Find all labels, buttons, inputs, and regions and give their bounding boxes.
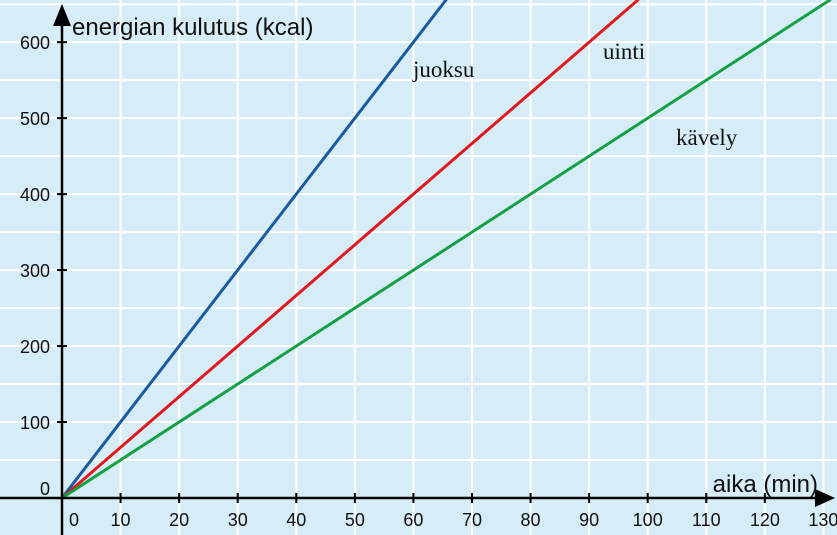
y-tick-label: 500	[20, 109, 50, 129]
x-tick-label: 10	[111, 510, 131, 530]
series-label-juoksu: juoksu	[412, 57, 475, 82]
x-tick-label: 110	[692, 510, 721, 530]
x-tick-label: 20	[169, 510, 189, 530]
series-line-2	[60, 0, 832, 500]
x-tick-label: 90	[579, 510, 599, 530]
y-tick-label: 300	[20, 261, 50, 281]
series-lines	[60, 0, 832, 500]
y-tick-label: 400	[20, 185, 50, 205]
y-tick-label: 600	[20, 33, 50, 53]
x-axis-arrow	[815, 489, 835, 507]
x-tick-label: 130	[808, 510, 837, 530]
y-tick-label: 100	[20, 413, 50, 433]
x-tick-label: 70	[462, 510, 482, 530]
y-tick-label: 0	[40, 479, 50, 499]
x-tick-label: 80	[521, 510, 541, 530]
x-tick-label: 40	[286, 510, 306, 530]
x-tick-label: 60	[403, 510, 423, 530]
x-tick-label: 50	[345, 510, 365, 530]
series-line-1	[60, 0, 640, 500]
x-tick-label: 0	[69, 510, 79, 530]
x-axis-title: aika (min)	[713, 471, 818, 498]
x-tick-label: 30	[228, 510, 248, 530]
tick-labels: 0 10 20 30 40 50 60 70 80 90 100 110 120 130 0 100 200 30…	[20, 33, 837, 530]
series-label-uinti: uinti	[603, 39, 645, 64]
axes	[0, 4, 835, 535]
series-line-0	[60, 0, 448, 500]
x-tick-label: 100	[633, 510, 663, 530]
y-tick-label: 200	[20, 337, 50, 357]
y-axis-arrow	[53, 4, 71, 26]
y-axis-title: energian kulutus (kcal)	[72, 14, 313, 41]
series-label-kavely: kävely	[676, 125, 738, 150]
x-tick-label: 120	[750, 510, 780, 530]
